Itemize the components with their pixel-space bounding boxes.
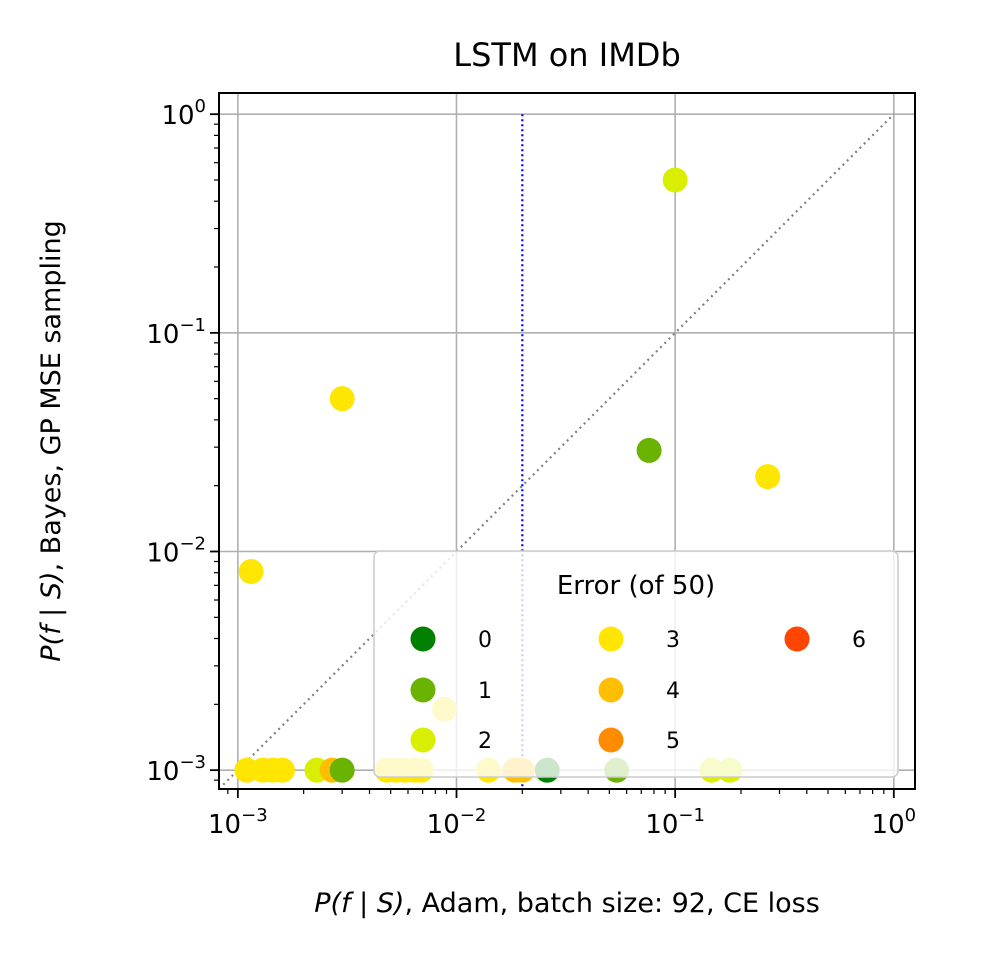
y-tick-base: 10 (161, 101, 194, 131)
plot-frame (218, 92, 916, 790)
legend-marker (410, 677, 436, 703)
legend-marker (598, 727, 624, 753)
y-tick-exponent: 0 (195, 96, 206, 117)
legend-marker (784, 626, 810, 652)
x-tick-label: 100 (872, 805, 917, 840)
x-tick-base: 10 (427, 810, 460, 840)
x-tick-exponent: 0 (905, 805, 916, 826)
y-tick-exponent: −1 (179, 315, 206, 336)
x-axis-label: P(f | S), Adam, batch size: 92, CE loss (314, 888, 820, 919)
data-point (636, 437, 662, 463)
legend-marker (410, 626, 436, 652)
x-tick-base: 10 (645, 810, 678, 840)
x-tick-label: 10−3 (208, 805, 268, 840)
y-tick-base: 10 (146, 320, 179, 350)
data-point (662, 167, 688, 193)
y-tick-base: 10 (146, 757, 179, 787)
y-tick-label: 10−3 (146, 752, 206, 787)
y-axis-label-lead: P(f | S) (36, 571, 67, 661)
legend-label: 5 (666, 729, 680, 754)
x-axis-label-lead: P(f | S) (314, 888, 404, 919)
data-point (269, 757, 295, 783)
data-point (329, 386, 355, 412)
legend-title: Error (of 50) (557, 571, 715, 601)
legend-label: 1 (478, 679, 492, 704)
x-axis-ticks: 10−3 10−2 10−1 100 (208, 789, 916, 840)
y-tick-label: 10−2 (146, 533, 206, 568)
y-tick-label: 10−1 (146, 315, 206, 350)
y-tick-exponent: −3 (179, 752, 206, 773)
x-tick-exponent: −3 (241, 805, 268, 826)
y-tick-exponent: −2 (179, 533, 206, 554)
data-point (238, 559, 264, 585)
legend-label: 6 (852, 628, 866, 653)
x-tick-base: 10 (208, 810, 241, 840)
x-axis-label-rest: , Adam, batch size: 92, CE loss (404, 888, 819, 919)
legend-label: 0 (478, 628, 492, 653)
x-tick-label: 10−2 (427, 805, 487, 840)
y-tick-label: 100 (161, 96, 206, 131)
x-tick-label: 10−1 (645, 805, 705, 840)
x-tick-base: 10 (872, 810, 905, 840)
y-axis-label: P(f | S), Bayes, GP MSE sampling (36, 220, 67, 662)
legend-marker (410, 727, 436, 753)
data-point (755, 464, 781, 490)
y-tick-base: 10 (146, 538, 179, 568)
legend-label: 3 (666, 628, 680, 653)
y-axis-label-rest: , Bayes, GP MSE sampling (36, 220, 67, 571)
legend-label: 4 (666, 679, 680, 704)
legend: Error (of 50) 0 1 2 3 4 5 6 (373, 550, 899, 778)
data-point (329, 757, 355, 783)
x-tick-exponent: −1 (678, 805, 705, 826)
legend-label: 2 (478, 729, 492, 754)
legend-marker (598, 677, 624, 703)
chart-title: LSTM on IMDb (453, 36, 681, 74)
x-tick-exponent: −2 (460, 805, 487, 826)
legend-marker (598, 626, 624, 652)
legend-box (373, 550, 899, 778)
